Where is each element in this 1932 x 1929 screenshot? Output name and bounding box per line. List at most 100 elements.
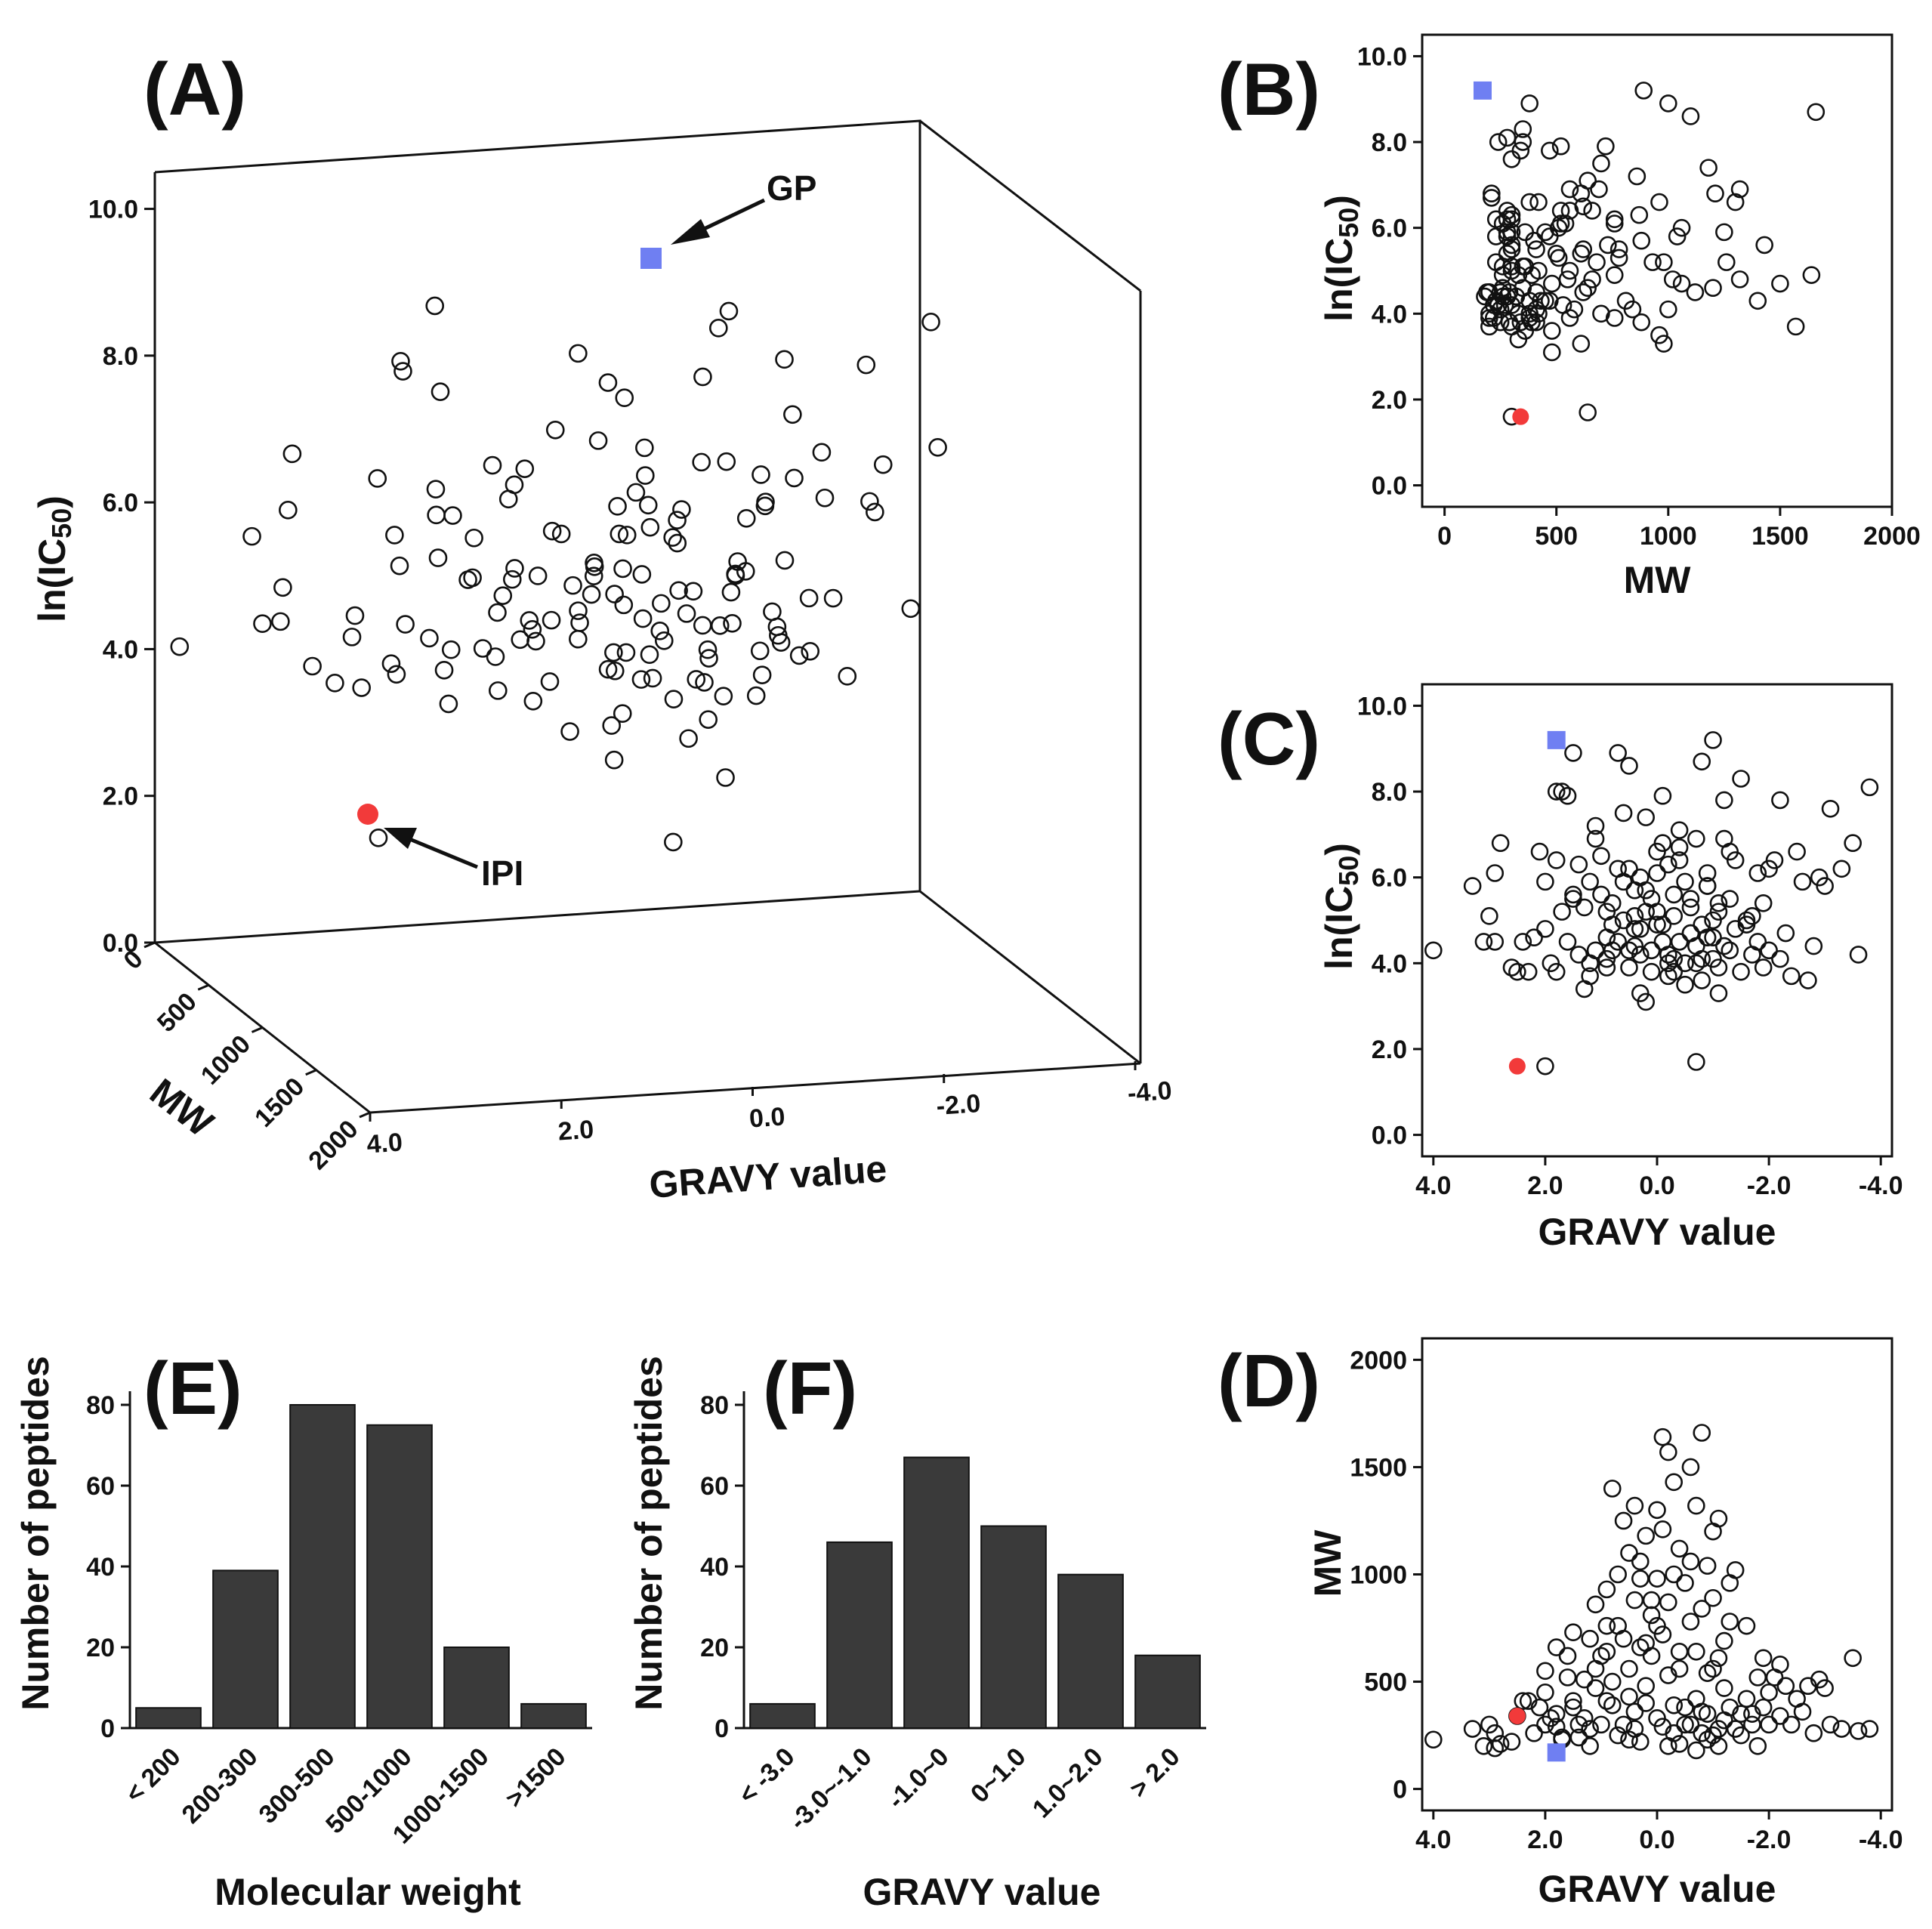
scatter-point	[598, 373, 618, 392]
scatter-point	[1564, 1692, 1582, 1710]
bar	[826, 1541, 893, 1730]
scatter-point	[1603, 1672, 1622, 1691]
scatter-point	[1665, 1565, 1684, 1584]
panel-a-mw-tick-mark	[144, 941, 156, 949]
scatter-point	[1581, 967, 1599, 986]
panel-e-label: (E)	[144, 1347, 242, 1430]
panel-a-gravy-tick-label: 0.0	[748, 1102, 786, 1133]
scatter-point	[1709, 1720, 1728, 1738]
scatter-point	[551, 524, 571, 544]
panel-a-mw-tick-label: 500	[152, 987, 202, 1038]
scatter-point	[763, 602, 782, 622]
panel-a-z-tick-label: 10.0	[88, 196, 138, 224]
panel-b-plot-frame	[1421, 33, 1893, 508]
scatter-point	[1599, 236, 1617, 255]
scatter-point	[1463, 1720, 1482, 1738]
scatter-point	[1609, 1726, 1627, 1745]
scatter-point	[1844, 834, 1862, 853]
scatter-point	[1536, 1683, 1554, 1702]
scatter-point	[342, 628, 362, 647]
scatter-point	[1687, 1053, 1705, 1071]
scatter-point	[1721, 1698, 1739, 1717]
scatter-point	[1498, 227, 1517, 245]
scatter-point	[486, 647, 505, 666]
bar-y-tick-label: 80	[86, 1391, 115, 1420]
scatter-point	[1659, 1443, 1677, 1461]
scatter-point	[1676, 1715, 1694, 1734]
bar-category-label: >1500	[500, 1742, 571, 1813]
scatter-point	[1579, 403, 1597, 421]
scatter-point	[1693, 1424, 1711, 1442]
scatter-point	[1642, 941, 1661, 960]
scatter-point	[1480, 907, 1498, 925]
scatter-point	[1760, 1683, 1778, 1702]
bar-y-tick-label: 0	[100, 1714, 115, 1743]
scatter-point	[692, 452, 711, 472]
scatter-point	[1498, 223, 1517, 242]
scatter-point	[434, 660, 454, 680]
scatter-point	[1721, 941, 1739, 960]
scatter-point	[636, 466, 655, 485]
scatter-point	[1637, 1694, 1655, 1712]
scatter-point	[1653, 933, 1672, 951]
scatter-point	[823, 588, 843, 608]
scatter-point	[677, 604, 696, 623]
scatter-point	[393, 362, 412, 381]
scatter-point	[1754, 894, 1773, 912]
scatter-point	[569, 629, 588, 649]
panel-f-chart: 0 20 40 60 80 < -3.0-3.0~-1.0 -1.0~0 0~1.01.0~2…	[700, 1391, 1206, 1836]
scatter-point	[1748, 1668, 1767, 1687]
bar-y-tick-label: 40	[700, 1553, 729, 1582]
scatter-point	[1665, 1696, 1684, 1714]
scatter-point	[755, 496, 775, 516]
scatter-point	[1670, 1642, 1689, 1661]
scatter-point	[1681, 898, 1700, 917]
ipi-marker	[1512, 408, 1529, 425]
scatter-point	[1569, 1715, 1588, 1734]
scatter-point	[1698, 1557, 1717, 1575]
panel-b-y-tick-label: 8.0	[1372, 128, 1407, 157]
scatter-point	[1575, 898, 1594, 917]
panel-b-x-title: MW	[1624, 559, 1692, 601]
scatter-point	[799, 588, 819, 608]
scatter-point	[608, 497, 627, 516]
scatter-point	[1681, 1552, 1700, 1571]
scatter-point	[1547, 1638, 1566, 1656]
scatter-point	[1520, 94, 1539, 113]
scatter-point	[540, 672, 560, 691]
scatter-point	[1648, 864, 1666, 882]
scatter-point	[1583, 270, 1601, 289]
scatter-point	[1665, 907, 1684, 925]
bar	[749, 1702, 816, 1729]
scatter-point	[1586, 816, 1605, 835]
panel-b-y-tick-label: 0.0	[1372, 472, 1407, 501]
gp-callout: GP	[767, 168, 816, 208]
scatter-point	[1581, 1720, 1599, 1738]
scatter-point	[1709, 894, 1728, 912]
scatter-point	[463, 568, 482, 588]
panel-a-z-tick-label: 8.0	[103, 342, 138, 371]
scatter-point	[1630, 205, 1649, 224]
scatter-point	[1681, 107, 1700, 125]
scatter-point	[1653, 915, 1672, 934]
panel-c-y-title: ln(IC50)	[1318, 843, 1364, 970]
scatter-point	[1715, 829, 1733, 848]
scatter-point	[1623, 300, 1642, 319]
scatter-point	[613, 704, 632, 724]
scatter-point	[633, 609, 653, 628]
scatter-point	[1620, 757, 1638, 775]
scatter-point	[1807, 103, 1826, 122]
scatter-point	[598, 659, 618, 679]
scatter-point	[426, 480, 446, 498]
scatter-point	[668, 533, 687, 553]
scatter-point	[1603, 1696, 1622, 1714]
panel-a-mw-tick-label: 2000	[303, 1115, 363, 1175]
scatter-point	[1659, 855, 1677, 874]
panel-a-top-right-edge	[919, 119, 1141, 292]
scatter-point	[1474, 933, 1493, 951]
ipi-marker	[357, 804, 378, 825]
ipi-arrow-head	[384, 828, 417, 849]
scatter-point	[1687, 1642, 1705, 1661]
panel-c-x-tick-label: 0.0	[1639, 1171, 1674, 1200]
scatter-point	[1480, 283, 1498, 301]
